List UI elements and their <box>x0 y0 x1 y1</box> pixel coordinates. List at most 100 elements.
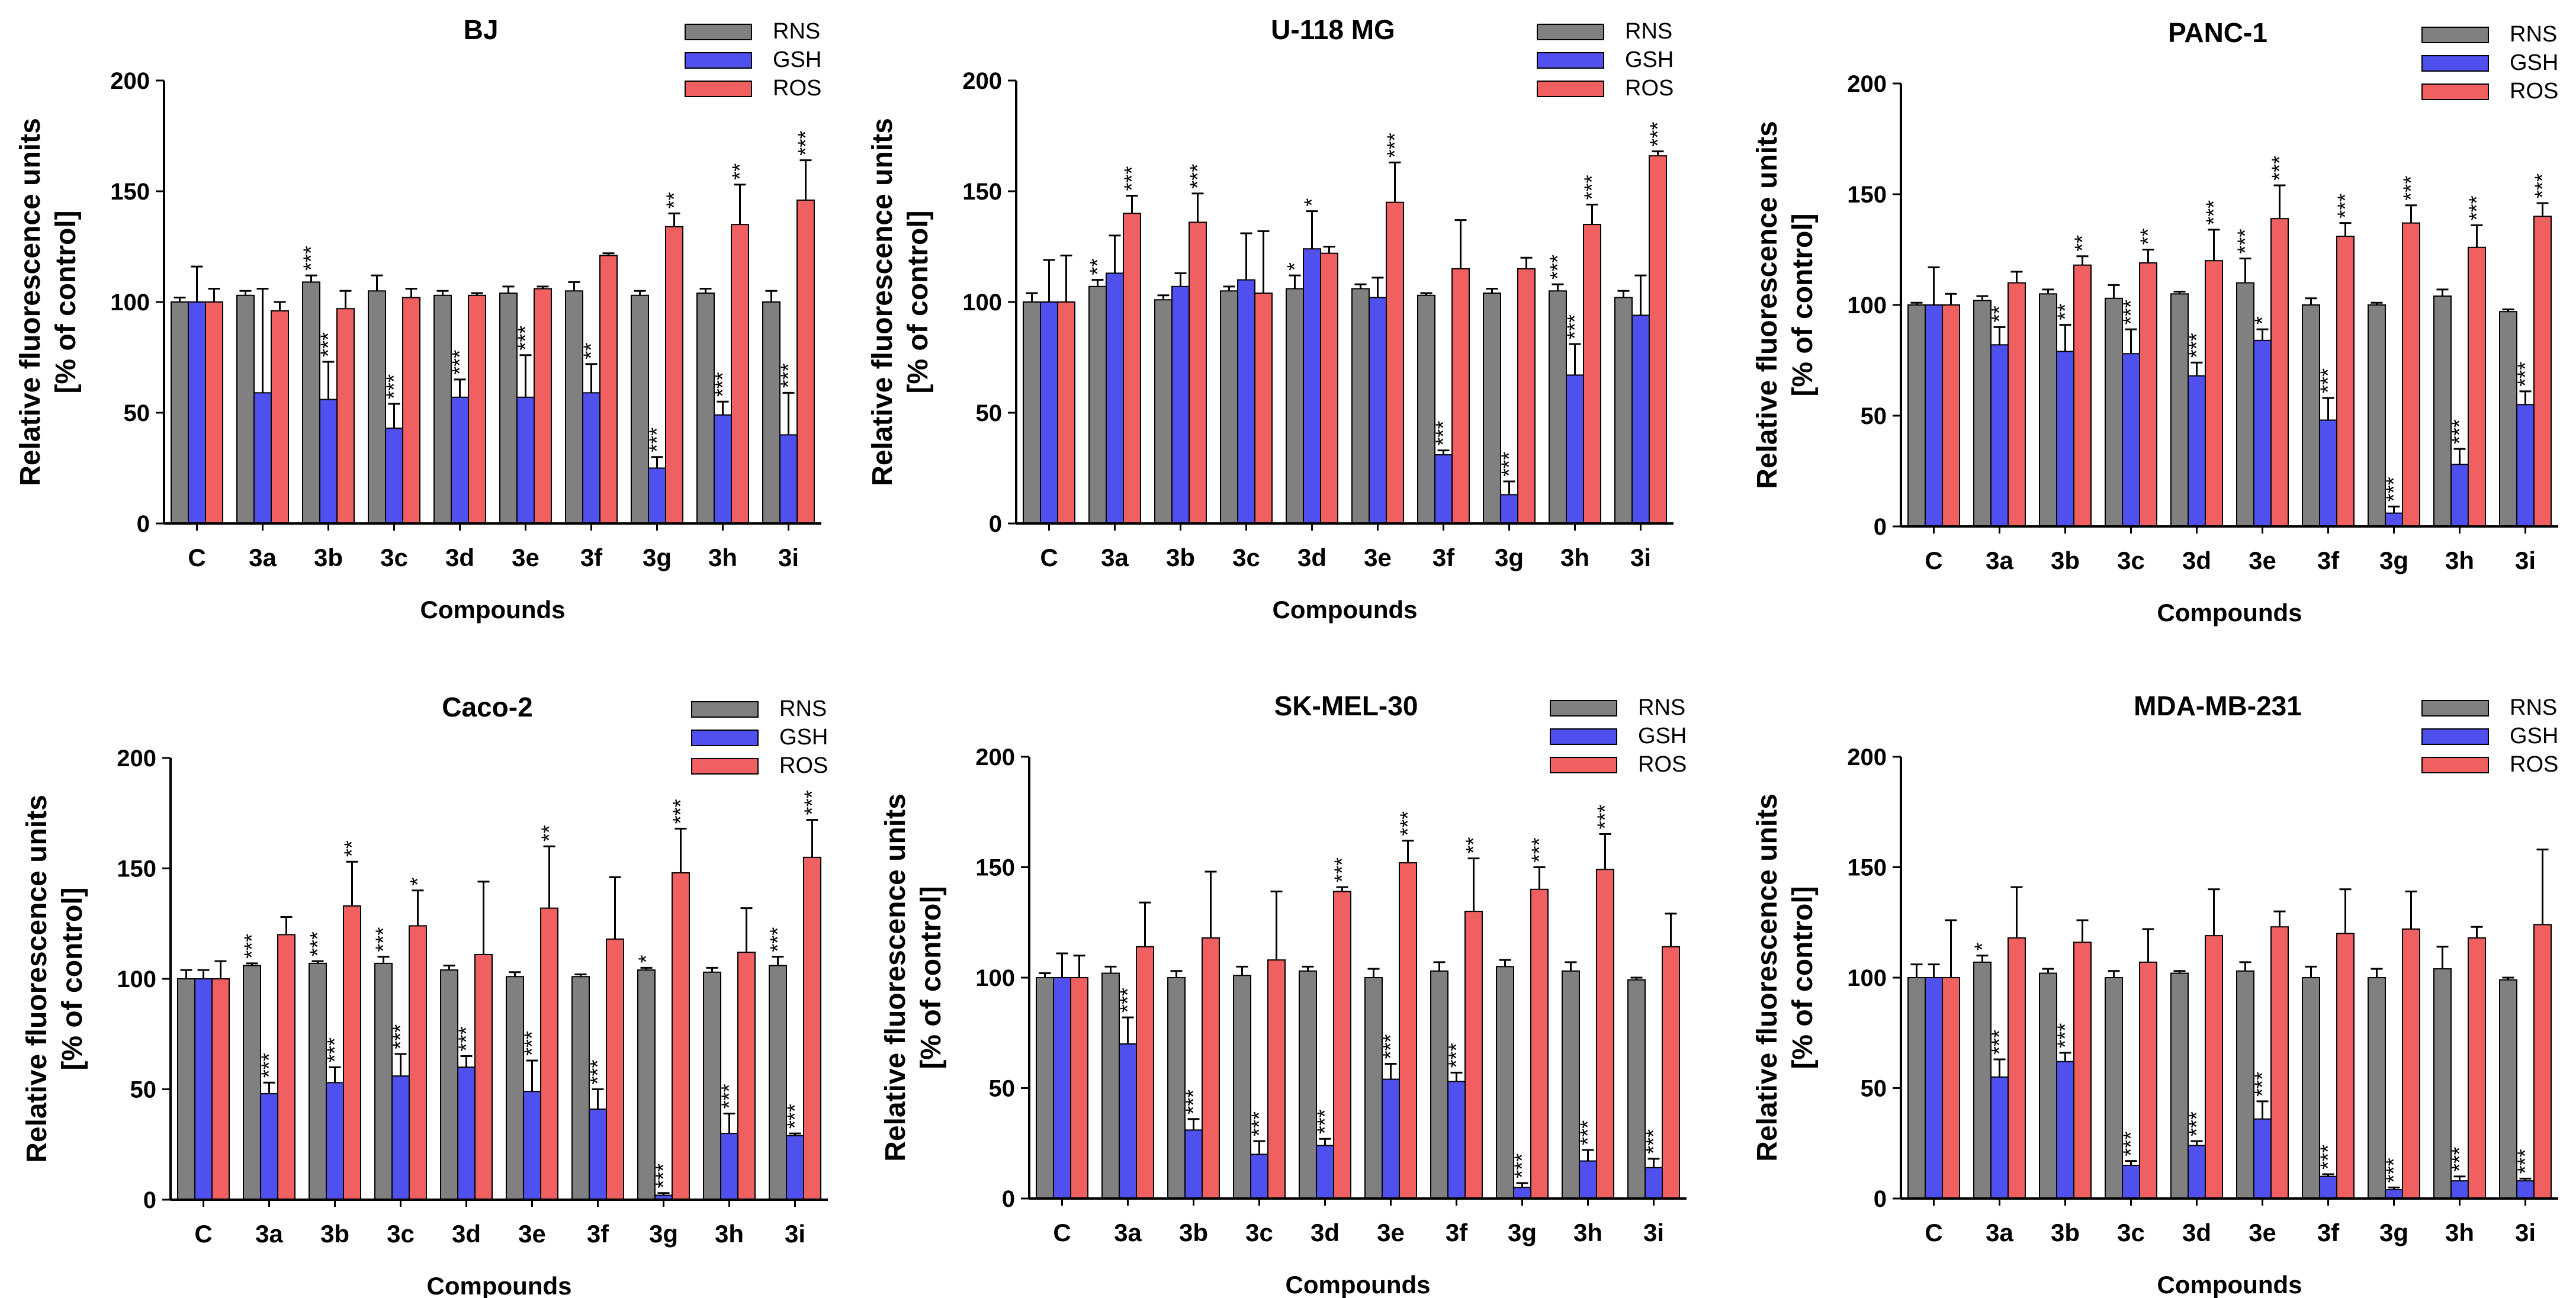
bar-gsh-3f <box>2319 419 2337 527</box>
significance-gsh-3d: *** <box>2185 1111 2209 1136</box>
bar-gsh-3g <box>1513 1187 1531 1199</box>
bar-gsh-3f <box>1447 1081 1466 1200</box>
bar-rns-3a <box>1973 300 1992 527</box>
y-tick-label: 200 <box>117 746 156 772</box>
y-axis-label-units: [% of control] <box>916 886 947 1069</box>
significance-ros-3e: *** <box>1383 133 1407 158</box>
bar-gsh-3d <box>457 1066 476 1200</box>
bar-ros-3h <box>731 224 749 524</box>
significance-gsh-3c: *** <box>388 1024 413 1049</box>
x-tick-label: 3e <box>1377 1219 1405 1246</box>
bar-ros-3b <box>1189 221 1207 524</box>
x-tick-label: 3e <box>512 544 539 571</box>
bar-ros-3h <box>2468 246 2486 527</box>
bar-ros-C <box>211 978 230 1200</box>
significance-ros-3e: *** <box>2267 156 2292 181</box>
chart-title: BJ <box>464 14 499 45</box>
bar-ros-3a <box>1123 213 1141 524</box>
bar-gsh-3g <box>2385 1189 2403 1199</box>
legend-swatch-rns <box>1550 700 1617 717</box>
bar-ros-3d <box>1333 891 1351 1199</box>
x-tick-label: 3a <box>1986 547 2013 574</box>
significance-gsh-3i: *** <box>2513 1149 2538 1174</box>
bar-ros-3g <box>672 872 690 1200</box>
x-tick-label: 3d <box>445 544 474 571</box>
x-tick-label: C <box>1040 544 1058 571</box>
bar-ros-3g <box>1530 888 1549 1200</box>
y-axis-label-units: [% of control] <box>50 210 82 393</box>
bar-rns-3c <box>1220 290 1238 524</box>
x-tick-label: 3c <box>387 1220 415 1248</box>
x-tick-label: 3i <box>1630 544 1651 571</box>
bar-gsh-3a <box>1990 1076 2009 1199</box>
x-axis-title: Compounds <box>427 1272 572 1298</box>
bar-ros-3b <box>336 308 355 524</box>
legend-label-ros: ROS <box>1638 752 1687 777</box>
significance-gsh-3c: *** <box>2119 1132 2143 1156</box>
y-tick-label: 100 <box>962 290 1002 316</box>
significance-ros-3g: ** <box>662 192 686 208</box>
legend-label-rns: RNS <box>2510 695 2557 720</box>
bar-gsh-3d <box>1303 248 1321 524</box>
bar-gsh-3e <box>516 396 535 524</box>
significance-gsh-3d: *** <box>448 350 472 375</box>
y-axis-label-units: [% of control] <box>57 887 88 1070</box>
significance-rns-3e: *** <box>2233 229 2257 253</box>
bar-rns-3b <box>1154 299 1173 524</box>
significance-gsh-3d: *** <box>1313 1109 1337 1134</box>
significance-gsh-3e: *** <box>513 326 538 351</box>
chart-panel-5: C***3a***3b***3c******3d******3e*****3f*… <box>880 690 1687 1298</box>
y-tick-label: 0 <box>1002 1186 1015 1212</box>
x-tick-label: 3f <box>587 1220 609 1248</box>
chart-title: SK-MEL-30 <box>1274 690 1418 721</box>
significance-ros-3h: ** <box>728 163 752 180</box>
x-tick-label: 3i <box>785 1220 805 1248</box>
y-tick-label: 50 <box>976 400 1003 426</box>
bar-ros-C <box>1057 301 1075 524</box>
bar-gsh-C <box>194 978 213 1200</box>
bar-ros-3g <box>1517 268 1536 524</box>
y-tick-label: 150 <box>962 179 1002 205</box>
bar-rns-3f <box>565 290 583 524</box>
bar-gsh-3b <box>2056 1061 2074 1199</box>
bar-rns-C <box>1907 304 1926 527</box>
bar-gsh-3d <box>2188 375 2206 527</box>
legend-label-rns: RNS <box>1638 695 1685 720</box>
bar-gsh-3i <box>1631 314 1650 524</box>
bar-rns-3h <box>2433 295 2452 527</box>
bar-rns-3b <box>302 281 320 524</box>
significance-gsh-3e: *** <box>520 1031 544 1056</box>
bar-gsh-3e <box>1382 1078 1400 1199</box>
bar-rns-3b <box>1167 977 1186 1199</box>
bar-rns-3a <box>243 965 261 1200</box>
y-tick-label: 50 <box>989 1076 1016 1102</box>
y-tick-label: 50 <box>124 400 150 426</box>
y-axis-label: Relative fluorescence units <box>21 795 53 1163</box>
y-tick-label: 50 <box>1861 403 1887 429</box>
legend-swatch-rns <box>2421 700 2489 717</box>
bar-rns-3f <box>571 976 590 1201</box>
x-tick-label: 3a <box>249 544 277 571</box>
legend-swatch-ros <box>685 81 752 97</box>
y-tick-label: 0 <box>143 1187 156 1213</box>
significance-gsh-3i: *** <box>783 1104 807 1129</box>
x-axis-title: Compounds <box>420 596 566 624</box>
legend-swatch-gsh <box>685 52 752 69</box>
significance-rns-3g: * <box>634 955 659 963</box>
bar-rns-3g <box>1496 966 1514 1199</box>
significance-gsh-3d: * <box>1300 198 1324 207</box>
bar-gsh-3i <box>786 1135 804 1200</box>
y-tick-label: 100 <box>110 290 150 316</box>
bar-gsh-3i <box>2516 404 2535 527</box>
legend-swatch-gsh <box>2421 55 2489 72</box>
bar-ros-C <box>1070 977 1088 1199</box>
x-tick-label: 3b <box>320 1220 349 1248</box>
legend-swatch-gsh <box>2421 728 2489 745</box>
bar-rns-C <box>1907 977 1926 1199</box>
significance-gsh-3e: *** <box>2250 1072 2275 1097</box>
legend-swatch-rns <box>685 24 752 40</box>
bar-gsh-3b <box>1171 285 1190 524</box>
significance-gsh-3f: *** <box>2316 368 2340 393</box>
bar-gsh-3a <box>1106 272 1124 524</box>
bar-rns-3f <box>2302 977 2320 1199</box>
